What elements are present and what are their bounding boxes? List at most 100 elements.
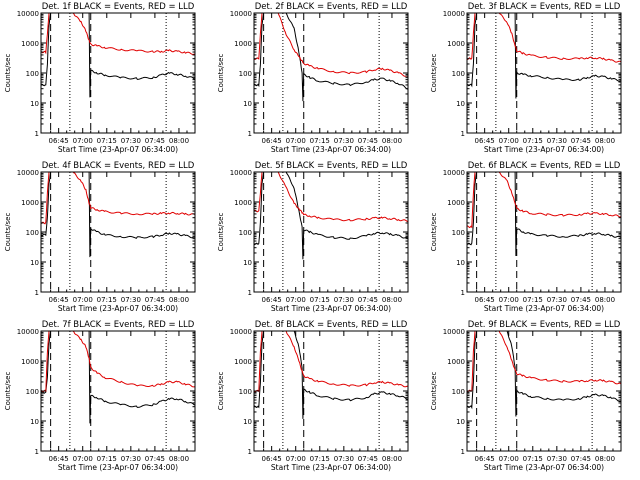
x-tick-label: 07:00 <box>73 296 93 304</box>
x-axis-label: Start Time (23-Apr-07 06:34:00) <box>271 463 391 472</box>
y-tick-label: 1000 <box>447 358 465 366</box>
x-tick-label: 07:00 <box>73 455 93 463</box>
y-tick-label: 10 <box>456 418 465 426</box>
plot-frame <box>253 171 409 293</box>
y-tick-label: 100 <box>452 70 465 78</box>
y-tick-label: 100 <box>26 388 39 396</box>
x-tick-label: 07:15 <box>310 455 330 463</box>
y-tick-label: 100 <box>239 388 252 396</box>
y-tick-label: 10000 <box>443 10 465 18</box>
x-tick-label: 07:30 <box>121 296 141 304</box>
x-tick-label: 07:30 <box>121 137 141 145</box>
x-tick-label: 07:45 <box>571 296 591 304</box>
x-tick-label: 07:45 <box>571 455 591 463</box>
y-tick-label: 1 <box>461 448 465 456</box>
x-tick-label: 07:45 <box>145 455 165 463</box>
y-axis-label: Counts/sec <box>430 372 438 411</box>
x-tick-label: 07:45 <box>145 137 165 145</box>
x-tick-label: 07:15 <box>523 296 543 304</box>
y-tick-label: 1 <box>35 130 39 138</box>
x-tick-label: 07:15 <box>523 137 543 145</box>
events-series-line <box>254 331 408 419</box>
y-tick-label: 10 <box>456 259 465 267</box>
plot-frame <box>40 171 196 293</box>
x-tick-label: 06:45 <box>475 296 495 304</box>
x-tick-label: 08:00 <box>382 455 402 463</box>
lld-series-line <box>254 13 408 78</box>
x-axis-label: Start Time (23-Apr-07 06:34:00) <box>484 304 604 313</box>
chart-title: Det. 8f BLACK = Events, RED = LLD <box>255 320 408 330</box>
events-series-line <box>41 172 195 258</box>
chart-title: Det. 7f BLACK = Events, RED = LLD <box>42 320 195 330</box>
plot-frame <box>253 12 409 134</box>
x-tick-label: 07:45 <box>571 137 591 145</box>
y-tick-label: 10 <box>30 100 39 108</box>
detector-chart-2: Det. 2f BLACK = Events, RED = LLD1000010… <box>217 2 409 154</box>
y-tick-label: 10 <box>243 100 252 108</box>
y-tick-label: 10000 <box>17 328 39 336</box>
y-tick-label: 1000 <box>234 40 252 48</box>
y-tick-label: 100 <box>239 70 252 78</box>
events-series-line <box>467 331 621 417</box>
x-tick-label: 08:00 <box>382 296 402 304</box>
y-tick-label: 10000 <box>443 328 465 336</box>
x-tick-label: 08:00 <box>595 296 615 304</box>
x-tick-label: 07:45 <box>358 137 378 145</box>
x-tick-label: 06:45 <box>49 455 69 463</box>
detector-chart-1: Det. 1f BLACK = Events, RED = LLD1000010… <box>4 2 196 154</box>
x-tick-label: 07:00 <box>286 137 306 145</box>
x-tick-label: 07:45 <box>358 455 378 463</box>
chart-title: Det. 5f BLACK = Events, RED = LLD <box>255 161 408 171</box>
y-axis-label: Counts/sec <box>430 54 438 93</box>
x-tick-label: 07:30 <box>121 455 141 463</box>
events-series-line <box>254 172 408 260</box>
y-tick-label: 10000 <box>17 10 39 18</box>
x-axis-label: Start Time (23-Apr-07 06:34:00) <box>271 145 391 154</box>
x-tick-label: 08:00 <box>169 455 189 463</box>
x-tick-label: 08:00 <box>595 455 615 463</box>
chart-title: Det. 3f BLACK = Events, RED = LLD <box>468 2 621 12</box>
detector-chart-8: Det. 8f BLACK = Events, RED = LLD1000010… <box>217 320 409 472</box>
lld-series-line <box>467 172 621 229</box>
lld-series-line <box>41 172 195 225</box>
plot-frame <box>40 330 196 452</box>
y-tick-label: 1000 <box>21 40 39 48</box>
y-tick-label: 1 <box>461 289 465 297</box>
x-tick-label: 06:45 <box>475 137 495 145</box>
x-tick-label: 07:30 <box>334 455 354 463</box>
x-tick-label: 07:15 <box>310 137 330 145</box>
y-tick-label: 1 <box>248 289 252 297</box>
chart-title: Det. 1f BLACK = Events, RED = LLD <box>42 2 195 12</box>
y-tick-label: 1000 <box>234 199 252 207</box>
y-axis-label: Counts/sec <box>4 54 12 93</box>
x-axis-label: Start Time (23-Apr-07 06:34:00) <box>484 145 604 154</box>
y-tick-label: 10 <box>30 418 39 426</box>
x-axis-label: Start Time (23-Apr-07 06:34:00) <box>271 304 391 313</box>
y-tick-label: 1 <box>248 448 252 456</box>
x-tick-label: 08:00 <box>382 137 402 145</box>
y-tick-label: 10000 <box>230 10 252 18</box>
x-tick-label: 07:30 <box>547 137 567 145</box>
y-tick-label: 10000 <box>230 169 252 177</box>
chart-title: Det. 9f BLACK = Events, RED = LLD <box>468 320 621 330</box>
y-axis-label: Counts/sec <box>430 213 438 252</box>
y-tick-label: 10000 <box>443 169 465 177</box>
x-tick-label: 06:45 <box>49 296 69 304</box>
y-tick-label: 10000 <box>17 169 39 177</box>
events-series-line <box>41 13 195 98</box>
y-tick-label: 1000 <box>21 199 39 207</box>
y-tick-label: 100 <box>26 229 39 237</box>
x-tick-label: 06:45 <box>262 296 282 304</box>
x-axis-label: Start Time (23-Apr-07 06:34:00) <box>484 463 604 472</box>
y-tick-label: 100 <box>452 388 465 396</box>
detector-chart-4: Det. 4f BLACK = Events, RED = LLD1000010… <box>4 161 196 313</box>
x-tick-label: 07:45 <box>358 296 378 304</box>
y-tick-label: 100 <box>452 229 465 237</box>
events-series-line <box>41 331 195 424</box>
x-tick-label: 07:30 <box>547 296 567 304</box>
y-tick-label: 10 <box>243 418 252 426</box>
x-tick-label: 06:45 <box>475 455 495 463</box>
x-tick-label: 07:30 <box>334 296 354 304</box>
